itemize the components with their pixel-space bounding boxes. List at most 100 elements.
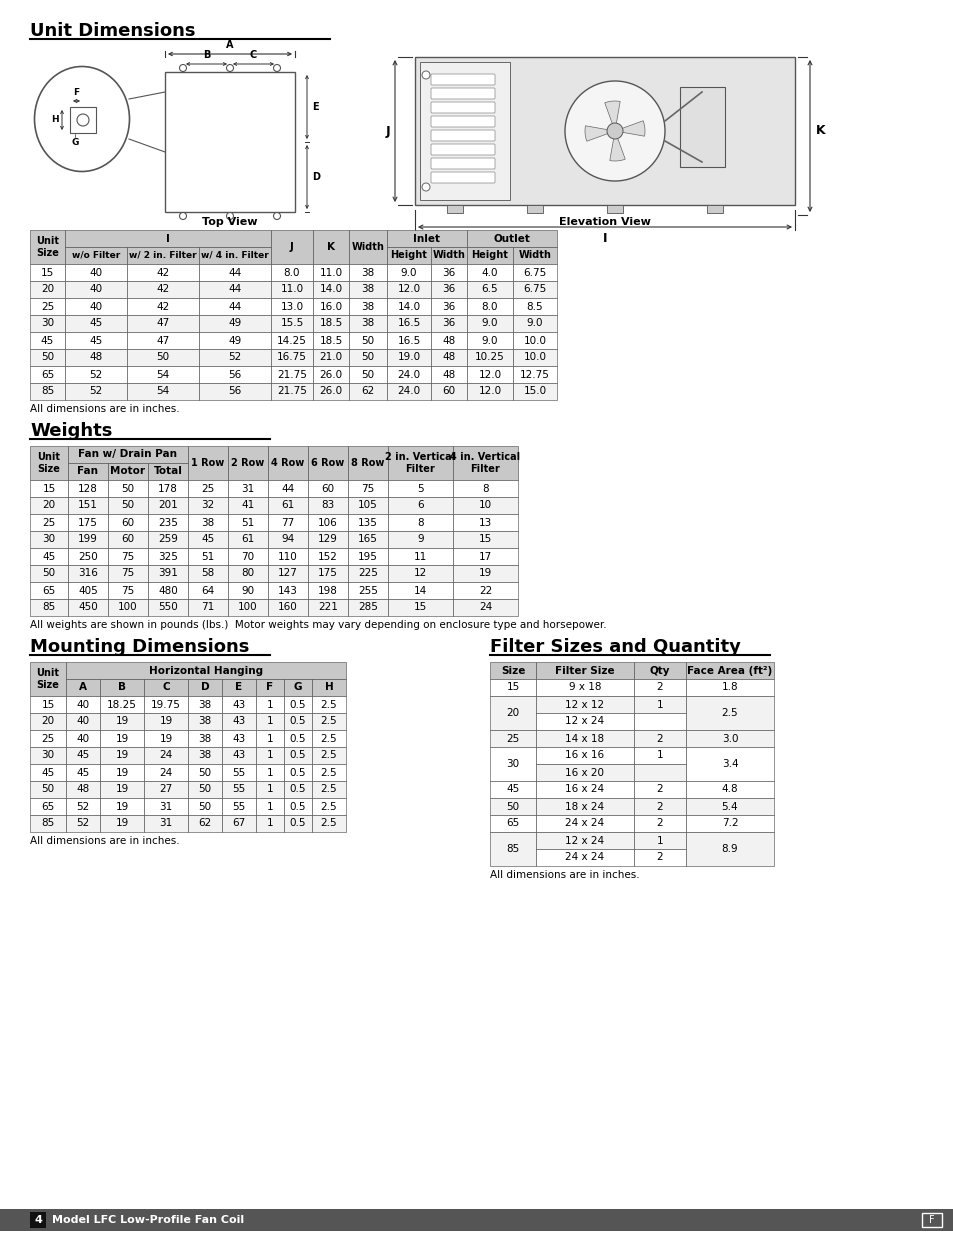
Text: 30: 30 [506, 760, 519, 769]
Bar [284, 764, 312, 781]
Bar [66, 730, 100, 747]
Text: 0.5: 0.5 [290, 802, 306, 811]
Text: 38: 38 [198, 716, 212, 726]
Text: H: H [324, 683, 333, 693]
Text: 110: 110 [278, 552, 297, 562]
Text: 45: 45 [41, 336, 54, 346]
Bar [348, 599, 388, 616]
Text: 2 Row: 2 Row [232, 458, 264, 468]
Text: 9.0: 9.0 [481, 336, 497, 346]
Bar [490, 679, 536, 697]
Text: 19.75: 19.75 [151, 699, 181, 709]
Text: 45: 45 [42, 552, 55, 562]
Text: Unit
Size: Unit Size [36, 668, 59, 690]
Ellipse shape [34, 67, 130, 172]
Text: 24: 24 [159, 751, 172, 761]
Text: 14.0: 14.0 [319, 284, 342, 294]
Bar [349, 282, 387, 298]
Text: 40: 40 [76, 699, 90, 709]
Text: 62: 62 [361, 387, 375, 396]
Wedge shape [604, 101, 619, 131]
Text: 65: 65 [506, 819, 519, 829]
Bar [313, 282, 349, 298]
Text: 60: 60 [321, 483, 335, 494]
Text: 62: 62 [198, 819, 212, 829]
Bar [66, 679, 100, 697]
Bar [453, 480, 517, 496]
Bar [308, 548, 348, 564]
Text: 44: 44 [228, 301, 241, 311]
Text: 50: 50 [198, 767, 212, 778]
Bar [268, 480, 308, 496]
Circle shape [564, 82, 664, 182]
Text: 40: 40 [90, 301, 103, 311]
Bar [65, 264, 127, 282]
Bar [268, 496, 308, 514]
Bar [634, 747, 685, 764]
Text: 40: 40 [76, 734, 90, 743]
Bar [308, 531, 348, 548]
Bar [268, 446, 308, 480]
Bar [271, 332, 313, 350]
Bar [188, 599, 228, 616]
Bar [513, 247, 557, 264]
Text: 19: 19 [115, 716, 129, 726]
Bar [349, 315, 387, 332]
Text: 49: 49 [228, 319, 241, 329]
Bar [536, 848, 634, 866]
Text: 51: 51 [241, 517, 254, 527]
Text: 24 x 24: 24 x 24 [565, 819, 604, 829]
Text: 8.5: 8.5 [526, 301, 543, 311]
Text: 38: 38 [198, 699, 212, 709]
Text: 11: 11 [414, 552, 427, 562]
Text: 127: 127 [277, 568, 297, 578]
Text: 0.5: 0.5 [290, 767, 306, 778]
Bar [349, 366, 387, 383]
Bar [284, 798, 312, 815]
Bar [447, 205, 462, 212]
Bar [30, 383, 65, 400]
Text: w/o Filter: w/o Filter [71, 251, 120, 261]
Bar [188, 815, 222, 832]
Bar [108, 496, 148, 514]
Bar [313, 332, 349, 350]
Text: 13.0: 13.0 [280, 301, 303, 311]
Text: 8.0: 8.0 [481, 301, 497, 311]
Bar [255, 679, 284, 697]
Bar [685, 747, 773, 781]
Bar [100, 747, 144, 764]
Bar [68, 548, 108, 564]
Text: 26.0: 26.0 [319, 369, 342, 379]
Bar [921, 1213, 941, 1228]
Text: 550: 550 [158, 603, 177, 613]
Text: 44: 44 [281, 483, 294, 494]
Text: 15: 15 [41, 268, 54, 278]
Text: 50: 50 [198, 784, 212, 794]
Bar [65, 366, 127, 383]
Bar [68, 599, 108, 616]
Bar [431, 264, 467, 282]
Bar [387, 383, 431, 400]
Text: 50: 50 [42, 568, 55, 578]
Text: 51: 51 [201, 552, 214, 562]
Bar [188, 514, 228, 531]
Text: 55: 55 [233, 784, 245, 794]
Text: 129: 129 [317, 535, 337, 545]
Text: H: H [51, 116, 59, 125]
Text: Inlet: Inlet [413, 233, 440, 243]
Bar [634, 832, 685, 848]
Bar [490, 747, 536, 781]
Text: Horizontal Hanging: Horizontal Hanging [149, 666, 263, 676]
Bar [68, 514, 108, 531]
Text: 2 in. Vertical
Filter: 2 in. Vertical Filter [385, 452, 456, 474]
Text: All dimensions are in inches.: All dimensions are in inches. [30, 404, 179, 414]
Text: 8 Row: 8 Row [351, 458, 384, 468]
Bar [685, 832, 773, 866]
Bar [30, 315, 65, 332]
Bar [431, 332, 467, 350]
Bar [66, 764, 100, 781]
Text: 151: 151 [78, 500, 98, 510]
Text: 1 Row: 1 Row [192, 458, 224, 468]
Text: 6.5: 6.5 [481, 284, 497, 294]
Text: 52: 52 [76, 819, 90, 829]
